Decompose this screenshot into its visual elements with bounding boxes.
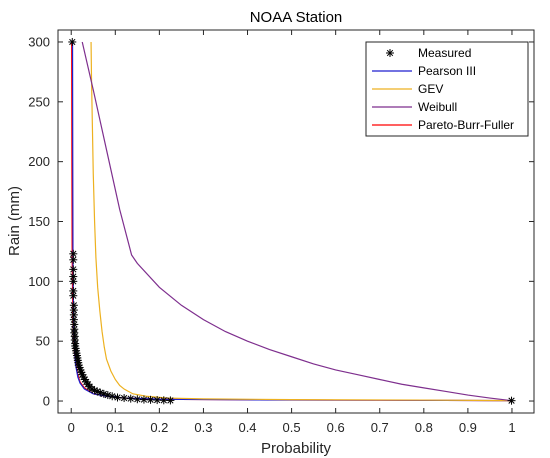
x-tick-label: 0.3 [194, 420, 212, 435]
x-axis-title: Probability [261, 440, 332, 457]
y-tick-label: 300 [28, 34, 50, 49]
x-tick-label: 0.6 [327, 420, 345, 435]
legend-label: Weibull [418, 100, 457, 114]
data-point [69, 277, 78, 286]
data-point [113, 393, 122, 402]
y-axis: 0 50 100 150 200 250 300 [28, 34, 534, 409]
legend-item-pareto-burr-fuller: Pareto-Burr-Fuller [372, 118, 514, 132]
y-tick-label: 0 [43, 394, 50, 409]
data-point [159, 396, 168, 405]
series-layer [68, 37, 516, 405]
x-tick-label: 0.8 [415, 420, 433, 435]
series-line-gev [90, 41, 512, 402]
x-tick-label: 0.7 [371, 420, 389, 435]
series-line-weibull [81, 41, 513, 402]
legend-item-pearson-iii: Pearson III [372, 64, 476, 78]
legend: Measured Pearson III GEV Weibull Pareto-Burr… [365, 41, 529, 137]
legend-label: GEV [418, 82, 443, 96]
x-tick-label: 0.2 [150, 420, 168, 435]
legend-label: Pearson III [418, 64, 476, 78]
legend-item-weibull: Weibull [372, 100, 457, 114]
legend-item-measured: Measured [386, 46, 471, 60]
y-tick-label: 100 [28, 274, 50, 289]
data-point [146, 395, 155, 404]
data-point [126, 394, 135, 403]
x-tick-label: 0.9 [459, 420, 477, 435]
data-point [68, 37, 77, 46]
y-axis-title: Rain (mm) [6, 186, 23, 256]
chart-title: NOAA Station [250, 9, 343, 26]
x-axis: 0 0.1 0.2 0.3 0.4 0.5 0.6 0.7 0.8 0.9 1 [68, 30, 516, 435]
legend-marker [386, 49, 394, 57]
data-point [69, 291, 78, 300]
legend-label: Pareto-Burr-Fuller [418, 118, 514, 132]
x-tick-label: 0 [68, 420, 75, 435]
data-point [507, 396, 516, 405]
legend-item-gev: GEV [372, 82, 443, 96]
legend-box [365, 41, 529, 137]
data-point [120, 394, 129, 403]
x-tick-label: 0.1 [106, 420, 124, 435]
y-tick-label: 250 [28, 94, 50, 109]
data-point [108, 392, 117, 401]
data-point [133, 395, 142, 404]
y-tick-label: 150 [28, 214, 50, 229]
legend-label: Measured [418, 46, 471, 60]
data-point [166, 396, 175, 405]
data-point [69, 255, 78, 264]
x-tick-label: 0.5 [283, 420, 301, 435]
y-tick-label: 50 [36, 334, 50, 349]
x-tick-label: 0.4 [238, 420, 256, 435]
data-point [69, 306, 78, 315]
y-tick-label: 200 [28, 154, 50, 169]
series-markers-measured [68, 37, 516, 405]
x-tick-label: 1 [508, 420, 515, 435]
data-point [69, 265, 78, 274]
